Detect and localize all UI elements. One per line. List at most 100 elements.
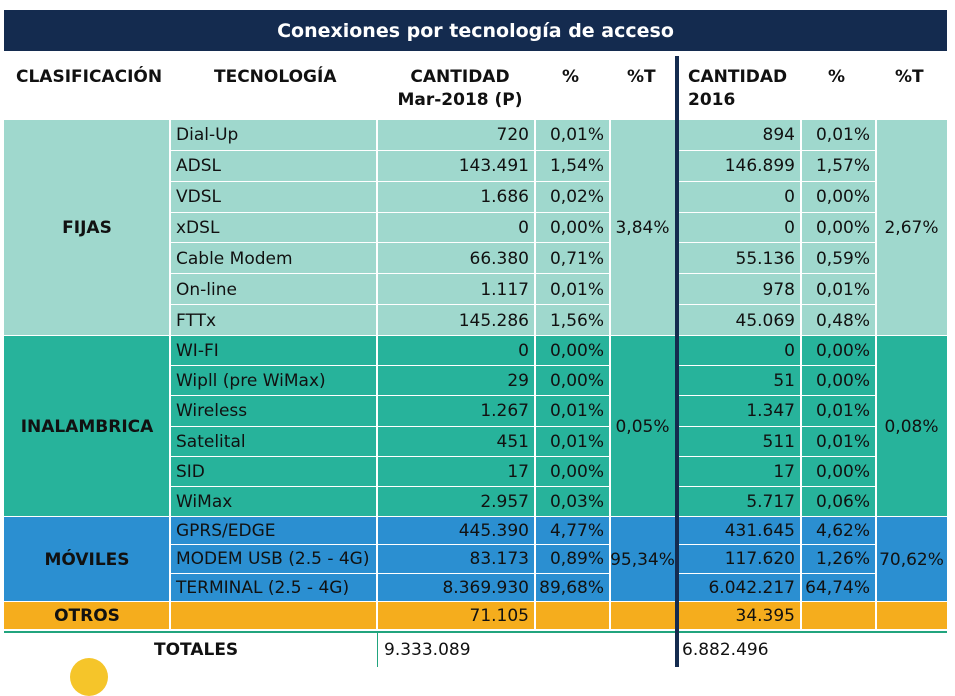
column-separator <box>376 120 378 336</box>
q2016-cell: 146.899 <box>724 156 795 177</box>
row-separator <box>801 242 876 244</box>
column-separator <box>800 336 802 517</box>
p2016-cell: 4,62% <box>815 521 870 542</box>
q2016-cell: 511 <box>762 431 795 452</box>
row-separator <box>377 425 535 427</box>
q2018-cell: 1.686 <box>480 187 529 208</box>
row-separator <box>679 211 801 213</box>
p2018-cell: 0,00% <box>549 371 604 392</box>
header-pct-2016: % <box>828 67 846 87</box>
column-separator <box>376 517 378 602</box>
column-separator <box>875 120 877 336</box>
q2016-cell: 51 <box>773 371 795 392</box>
p2016-cell: 0,01% <box>815 431 870 452</box>
column-separator <box>609 336 611 517</box>
q2018-cell: 1.117 <box>480 279 529 300</box>
q2018-cell: 445.390 <box>458 521 529 542</box>
row-separator <box>377 242 535 244</box>
row-separator <box>801 149 876 151</box>
row-separator <box>170 180 377 182</box>
row-separator <box>679 365 801 367</box>
q2018-cell: 8.369.930 <box>442 577 529 598</box>
column-separator <box>800 517 802 602</box>
row-separator <box>801 425 876 427</box>
row-separator <box>535 572 610 574</box>
group-fijas: FIJAS 3,84% 2,67% Dial-Up 720 0,01% 894 0,01% AD… <box>4 120 947 336</box>
group-pctT-2016: 70,62% <box>879 549 944 570</box>
p2018-cell: 0,00% <box>549 461 604 482</box>
row-separator <box>679 455 801 457</box>
p2018-cell: 0,89% <box>549 549 604 570</box>
column-separator <box>376 602 378 629</box>
year-divider <box>675 56 679 667</box>
column-separator <box>169 120 171 336</box>
tech-cell: SID <box>176 461 205 482</box>
column-separator <box>875 602 877 629</box>
column-separator <box>609 517 611 602</box>
row-separator <box>377 572 535 574</box>
decorative-circle <box>70 658 108 696</box>
column-separator <box>875 336 877 517</box>
q2016-cell: 1.347 <box>746 401 795 422</box>
header-pct-2018: % <box>562 67 580 87</box>
q2018-cell: 0 <box>518 341 529 362</box>
totals-q2016: 6.882.496 <box>682 639 769 660</box>
row-separator <box>377 149 535 151</box>
q2018-cell: 17 <box>507 461 529 482</box>
row-separator <box>170 304 377 306</box>
group-pctT-2016: 2,67% <box>884 218 939 238</box>
row-separator <box>679 149 801 151</box>
row-separator <box>679 180 801 182</box>
row-separator <box>170 485 377 487</box>
column-separator <box>169 517 171 602</box>
p2016-cell: 0,01% <box>815 401 870 422</box>
q2016-cell: 431.645 <box>724 521 795 542</box>
row-separator <box>679 485 801 487</box>
group-pctT-2018: 95,34% <box>610 549 675 570</box>
q2018-cell: 720 <box>496 125 529 146</box>
tech-cell: WI-FI <box>176 341 219 362</box>
p2016-cell: 0,00% <box>815 461 870 482</box>
tech-cell: Dial-Up <box>176 125 239 146</box>
row-separator <box>170 425 377 427</box>
p2018-cell: 1,56% <box>549 310 604 331</box>
q2018-cell: 0 <box>518 217 529 238</box>
group-móviles: MÓVILES 95,34% 70,62% GPRS/EDGE 445.390 4,77%… <box>4 517 947 602</box>
row-separator <box>801 180 876 182</box>
row-separator <box>801 365 876 367</box>
row-separator <box>377 455 535 457</box>
tech-cell: FTTx <box>176 310 217 331</box>
row-separator <box>801 544 876 546</box>
totals-label: TOTALES <box>154 639 239 660</box>
group-label: FIJAS <box>62 218 112 238</box>
tech-cell: Satelital <box>176 431 246 452</box>
row-separator <box>535 211 610 213</box>
row-separator <box>535 485 610 487</box>
q2018-cell: 2.957 <box>480 491 529 512</box>
group-label: INALAMBRICA <box>20 416 154 437</box>
q2016-cell: 0 <box>784 217 795 238</box>
row-separator <box>377 395 535 397</box>
column-separator <box>609 120 611 336</box>
row-separator <box>170 365 377 367</box>
p2016-cell: 0,00% <box>815 187 870 208</box>
q2018-cell: 29 <box>507 371 529 392</box>
row-separator <box>679 544 801 546</box>
group-label: MÓVILES <box>44 549 130 570</box>
group-pctT-2018: 0,05% <box>615 416 670 437</box>
group-pctT-2018: 3,84% <box>615 218 670 238</box>
row-separator <box>801 395 876 397</box>
row-separator <box>801 211 876 213</box>
header-cantidad-2016-line1: CANTIDAD <box>688 67 788 87</box>
tech-cell: Cable Modem <box>176 248 293 269</box>
q2016-cell: 17 <box>773 461 795 482</box>
p2018-cell: 0,71% <box>549 248 604 269</box>
p2016-cell: 0,01% <box>815 125 870 146</box>
q2016-cell: 0 <box>784 187 795 208</box>
header-tecnologia: TECNOLOGÍA <box>214 67 337 87</box>
otros-q2016: 34.395 <box>735 605 795 626</box>
q2016-cell: 45.069 <box>735 310 795 331</box>
header-pctT-2018: %T <box>627 67 656 87</box>
row-separator <box>801 455 876 457</box>
column-separator <box>534 517 536 602</box>
